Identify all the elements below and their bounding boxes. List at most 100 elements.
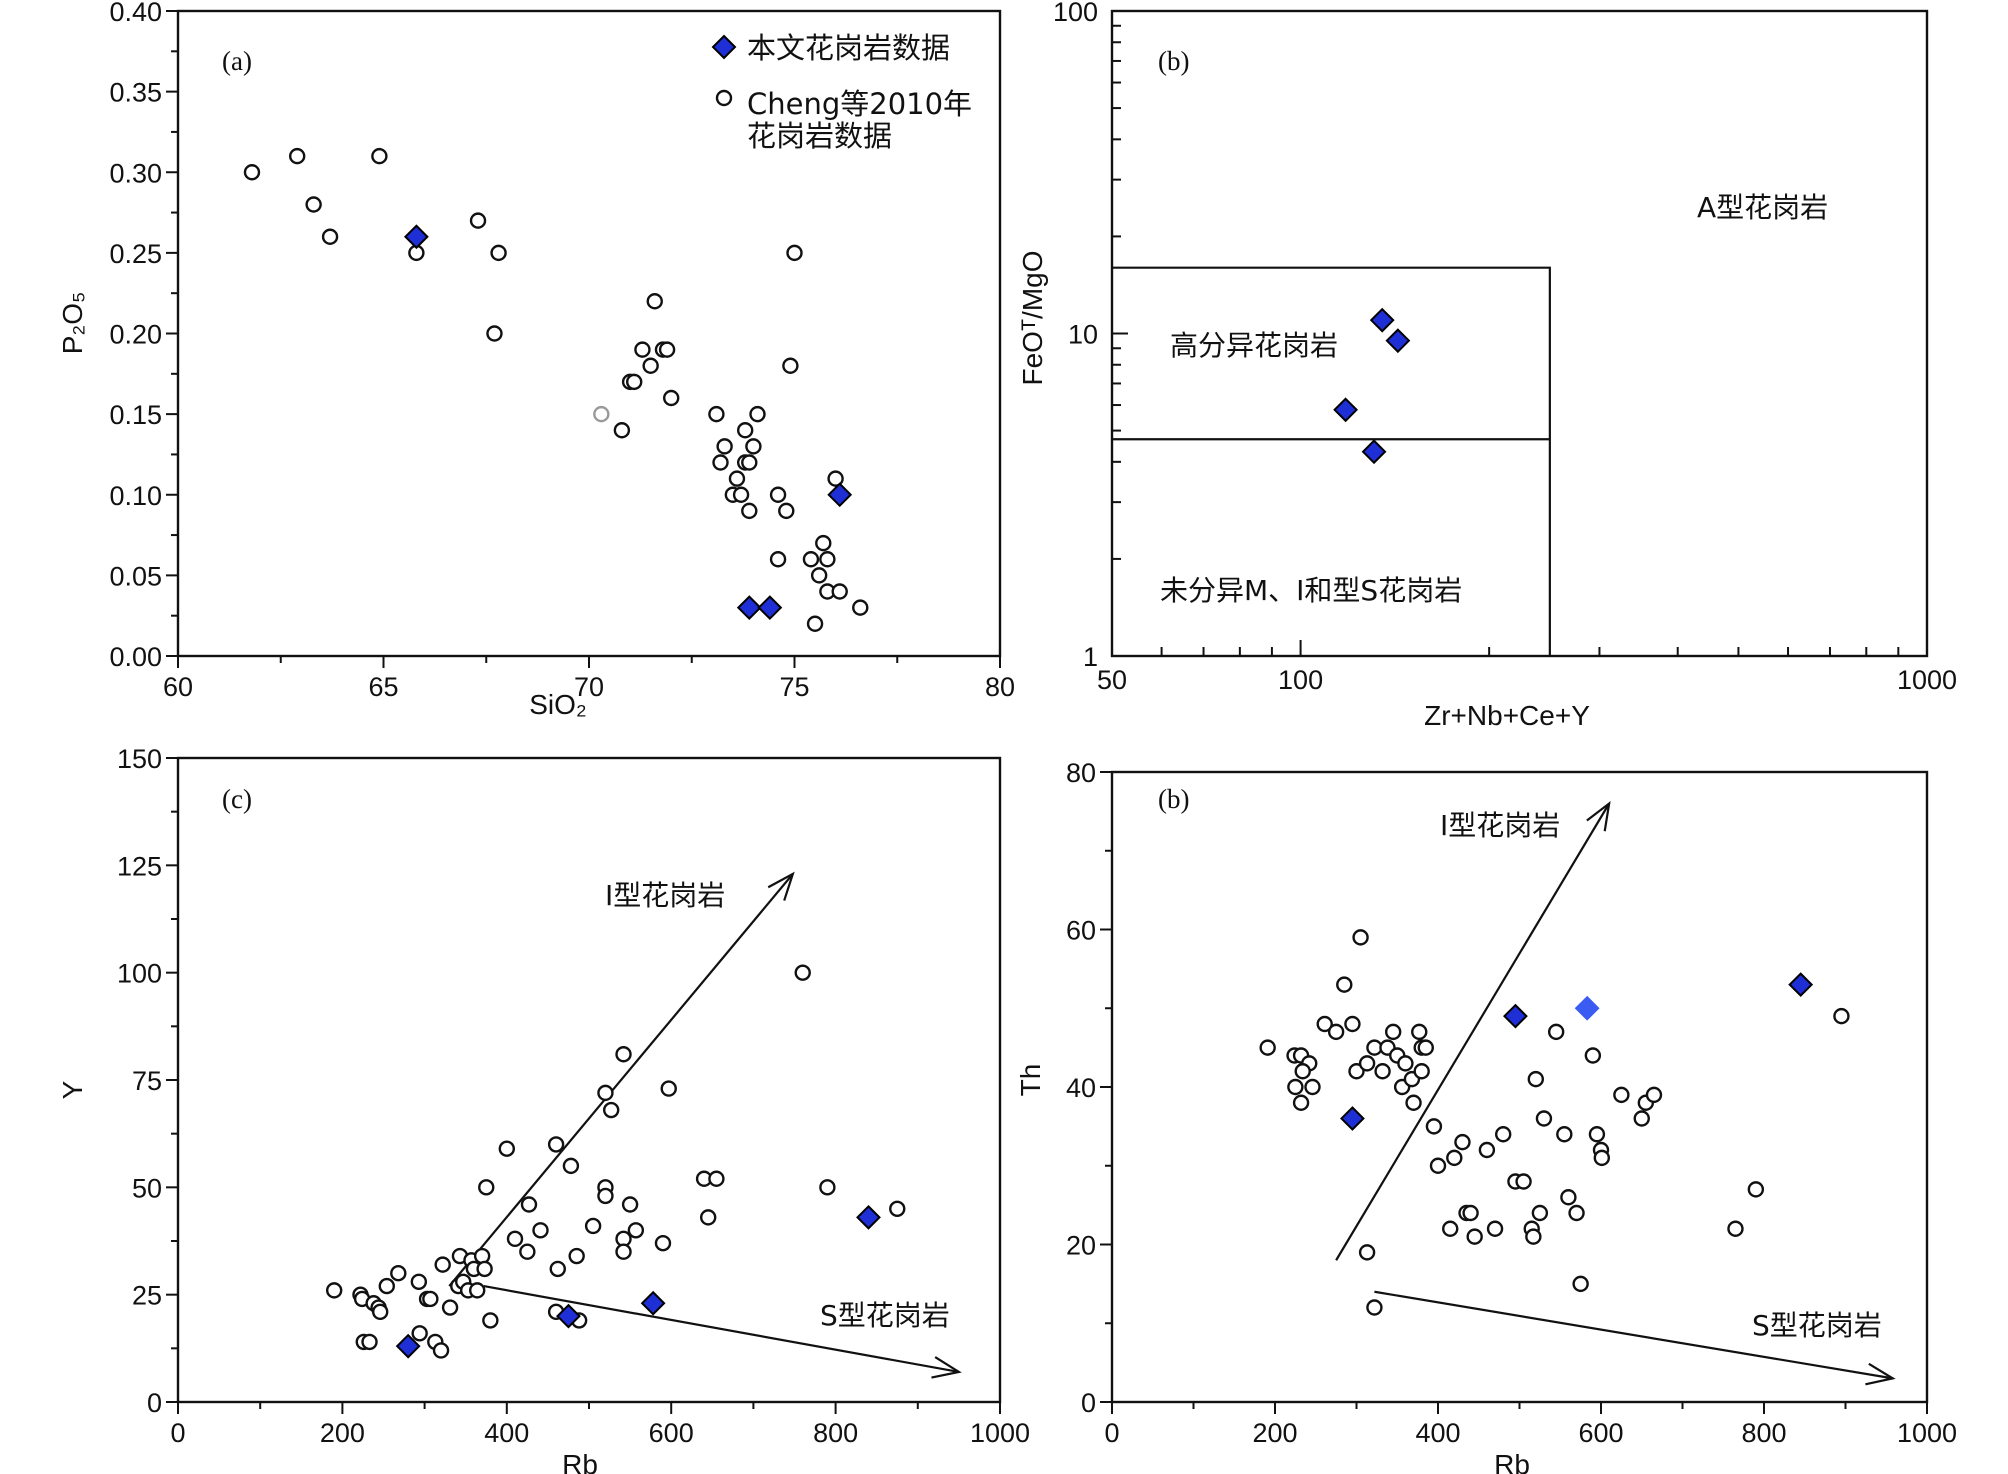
data-point-circle: [1358, 1244, 1376, 1261]
data-point-circle: [1593, 1149, 1611, 1167]
data-point-circle: [634, 341, 651, 358]
data-point-circle: [736, 422, 754, 439]
data-point-circle: [615, 1046, 632, 1063]
data-point-circle: [1588, 1126, 1606, 1143]
y-tick-label: 75: [132, 1066, 162, 1096]
data-point-circle: [810, 567, 828, 584]
data-point-circle: [1747, 1181, 1765, 1198]
data-point-circle: [532, 1222, 549, 1239]
data-point-circle: [519, 1243, 536, 1260]
data-point-circle: [831, 583, 848, 600]
data-point-circle: [1316, 1015, 1333, 1033]
y-tick-label: 0: [1081, 1388, 1096, 1418]
data-point-diamond: [827, 482, 853, 508]
data-point-circle: [584, 1217, 602, 1235]
x-tick-label: 200: [1252, 1418, 1297, 1448]
data-point-circle: [547, 1136, 565, 1153]
field-a-type: A型花岗岩: [1697, 191, 1828, 224]
data-point-circle: [654, 1234, 672, 1252]
data-point-circle: [1344, 1015, 1361, 1033]
y-tick-label: 0.20: [109, 320, 162, 350]
y-tick-label: 150: [117, 744, 162, 774]
data-point-circle: [1417, 1039, 1434, 1056]
data-point-circle: [602, 1101, 620, 1119]
data-point-circle: [819, 551, 836, 568]
y-tick-label: 0: [147, 1388, 162, 1418]
panel-a-ylabel: P₂O₅: [57, 292, 88, 355]
data-point-circle: [1348, 1063, 1365, 1080]
data-point-circle: [1327, 1023, 1345, 1041]
data-point-diamond: [1503, 1003, 1528, 1029]
panel-d: (b) Rb Th I型花岗岩 S型花岗岩: [1015, 784, 1882, 1474]
x-tick-label: 0: [1104, 1418, 1119, 1448]
x-tick-label: 800: [1741, 1418, 1786, 1448]
y-tick-label: 10: [1068, 320, 1098, 350]
x-tick-label: 80: [985, 672, 1015, 702]
x-tick-label: 1000: [1897, 665, 1957, 695]
data-point-circle: [390, 1264, 407, 1282]
data-point-circle: [1547, 1023, 1565, 1041]
y-tick-label: 0.05: [109, 561, 162, 591]
data-point-circle: [243, 164, 261, 181]
boundary-upper: [1112, 266, 1551, 656]
y-tick-label: 0.00: [109, 642, 162, 672]
x-tick-label: 75: [779, 672, 809, 702]
data-point-circle: [1358, 1055, 1376, 1072]
y-tick-label: 0.40: [109, 0, 162, 27]
panel-d-xlabel: Rb: [1494, 1449, 1530, 1474]
data-point-circle: [1411, 1023, 1428, 1041]
data-point-circle: [663, 389, 680, 407]
x-tick-label: 1000: [1897, 1418, 1957, 1448]
data-point-circle: [1429, 1157, 1447, 1174]
panel-c-i-type-label: I型花岗岩: [605, 879, 725, 912]
panel-c-label: (c): [222, 784, 252, 814]
data-point-circle: [305, 196, 322, 213]
data-point-circle: [646, 293, 663, 310]
data-point-circle: [562, 1157, 580, 1175]
panel-b1-xlabel: Zr+Nb+Ce+Y: [1424, 700, 1590, 731]
data-point-circle: [615, 1243, 632, 1260]
panel-c-marks: 0 200 400 600 800 1000 0 25 50 75 100 125 150: [117, 744, 1030, 1448]
data-point-circle: [1560, 1189, 1577, 1206]
data-point-circle: [486, 325, 503, 342]
panel-c-ylabel: Y: [57, 1080, 88, 1099]
panel-c-s-type-label: S型花岗岩: [820, 1299, 950, 1332]
legend-diamond-marker: [711, 34, 737, 60]
data-point-diamond: [757, 595, 783, 621]
panel-d-label: (b): [1158, 784, 1189, 814]
y-tick-label: 100: [1053, 0, 1098, 27]
y-tick-label: 0.15: [109, 400, 162, 430]
data-point-circle: [819, 1179, 836, 1196]
data-point-circle: [1727, 1220, 1744, 1237]
x-tick-label: 400: [484, 1418, 529, 1448]
panel-c-xlabel: Rb: [562, 1449, 598, 1474]
x-tick-label: 70: [574, 672, 604, 702]
data-point-circle: [1336, 976, 1353, 993]
data-point-circle: [469, 212, 487, 229]
data-point-circle: [1486, 1220, 1504, 1237]
data-point-circle: [549, 1260, 566, 1278]
data-point-circle: [1633, 1110, 1650, 1127]
data-point-circle: [728, 470, 746, 487]
data-point-circle: [411, 1325, 428, 1342]
panel-b1-marks: 50 100 1000 1 10 100: [1053, 0, 1957, 695]
data-point-circle: [1259, 1039, 1276, 1056]
legend-diamond-label: 本文花岗岩数据: [747, 31, 950, 65]
data-point-circle: [1366, 1299, 1383, 1316]
x-tick-label: 400: [1415, 1418, 1460, 1448]
data-point-circle: [410, 1273, 428, 1290]
data-point-circle: [712, 454, 729, 471]
data-point-circle: [1478, 1141, 1496, 1159]
panel-b1: (b) Zr+Nb+Ce+Y FeOᵀ/MgO A型花岗岩 高分异花岗岩 未分异…: [1017, 46, 1828, 731]
y-tick-label: 20: [1066, 1231, 1096, 1261]
i-type-arrow-shaft: [1335, 802, 1611, 1261]
x-tick-label: 800: [813, 1418, 858, 1448]
data-point-circle: [889, 1200, 906, 1218]
s-type-arrow-shaft: [483, 1284, 960, 1374]
data-point-circle: [372, 1303, 389, 1321]
data-point-circle: [520, 1196, 538, 1213]
y-tick-label: 1: [1083, 642, 1098, 672]
panel-a-marks: 60 65 70 75 80 0.00 0.05 0.10 0.15 0.20 0.25 0.30 0.…: [109, 0, 1015, 702]
